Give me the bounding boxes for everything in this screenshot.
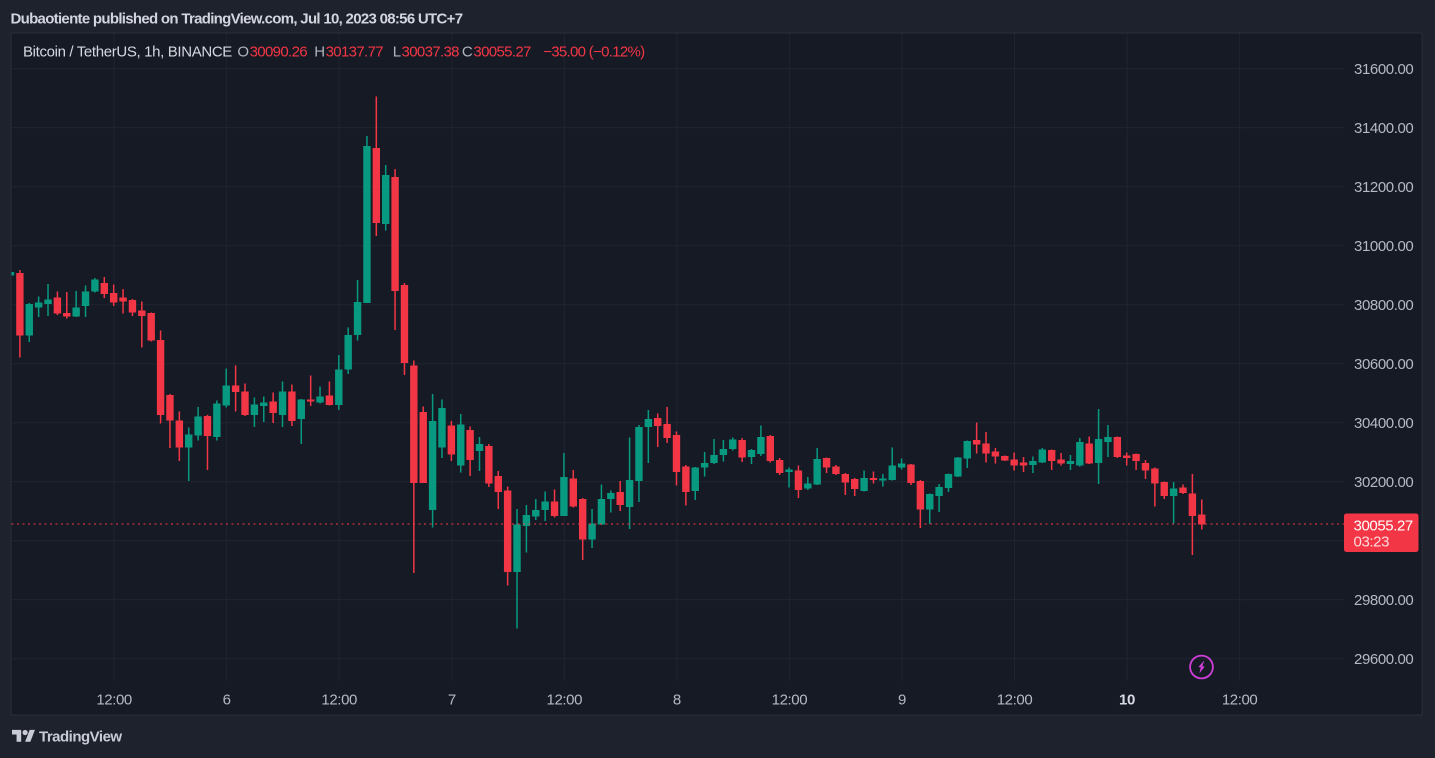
svg-text:TradingView: TradingView (39, 729, 122, 746)
svg-text:12:00: 12:00 (96, 692, 132, 709)
svg-text:7: 7 (448, 692, 456, 709)
svg-text:03:23: 03:23 (1354, 534, 1390, 551)
svg-text:8: 8 (673, 692, 681, 709)
svg-text:10: 10 (1119, 692, 1135, 709)
svg-text:9: 9 (898, 692, 906, 709)
svg-text:30600.00: 30600.00 (1354, 356, 1413, 373)
svg-text:29800.00: 29800.00 (1354, 592, 1413, 609)
svg-text:12:00: 12:00 (1222, 692, 1258, 709)
svg-text:12:00: 12:00 (547, 692, 583, 709)
svg-text:−35.00 (−0.12%): −35.00 (−0.12%) (543, 44, 645, 61)
svg-text:L: L (393, 44, 401, 61)
svg-text:30055.27: 30055.27 (473, 44, 531, 61)
svg-text:6: 6 (223, 692, 231, 709)
svg-text:30137.77: 30137.77 (326, 44, 384, 61)
svg-text:12:00: 12:00 (772, 692, 808, 709)
svg-text:30200.00: 30200.00 (1354, 474, 1413, 491)
svg-text:H: H (314, 44, 325, 61)
svg-text:30800.00: 30800.00 (1354, 297, 1413, 314)
svg-text:29600.00: 29600.00 (1354, 651, 1413, 668)
svg-text:30055.27: 30055.27 (1354, 518, 1413, 535)
svg-text:31200.00: 31200.00 (1354, 179, 1413, 196)
svg-text:C: C (462, 44, 473, 61)
svg-text:O: O (237, 44, 249, 61)
svg-text:30037.38: 30037.38 (402, 44, 460, 61)
svg-text:30400.00: 30400.00 (1354, 415, 1413, 432)
svg-text:31000.00: 31000.00 (1354, 238, 1413, 255)
svg-text:31400.00: 31400.00 (1354, 120, 1413, 137)
svg-text:Dubaotiente published on Tradi: Dubaotiente published on TradingView.com… (11, 11, 463, 28)
svg-text:Bitcoin / TetherUS, 1h, BINANC: Bitcoin / TetherUS, 1h, BINANCE (23, 44, 232, 61)
svg-text:12:00: 12:00 (997, 692, 1033, 709)
svg-text:30090.26: 30090.26 (250, 44, 308, 61)
svg-text:31600.00: 31600.00 (1354, 61, 1413, 78)
svg-text:12:00: 12:00 (321, 692, 357, 709)
